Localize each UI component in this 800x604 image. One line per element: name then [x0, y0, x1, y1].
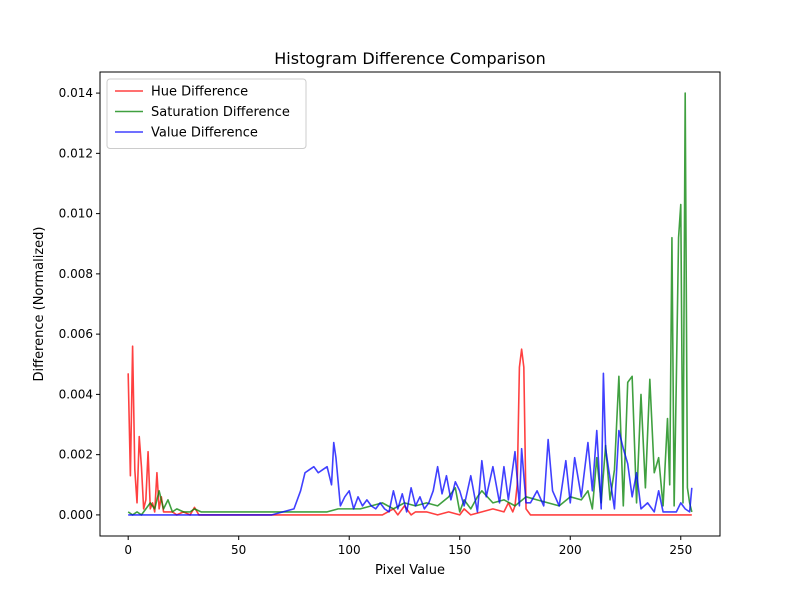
x-tick-label: 250	[669, 543, 692, 557]
y-tick-label: 0.002	[59, 448, 93, 462]
y-tick-label: 0.012	[59, 146, 93, 160]
y-tick-label: 0.014	[59, 86, 93, 100]
series-line-2	[127, 92, 693, 516]
y-tick-label: 0.008	[59, 267, 93, 281]
x-tick-label: 200	[559, 543, 582, 557]
y-tick-label: 0.000	[59, 508, 93, 522]
legend: Hue Difference Saturation Difference Value…	[106, 78, 307, 149]
chart-title: Histogram Difference Comparison	[274, 49, 545, 68]
axes-frame	[99, 71, 721, 537]
legend-label-1: Hue Difference	[151, 85, 248, 100]
x-tick-label: 100	[338, 543, 361, 557]
series-line-3	[128, 372, 693, 516]
legend-label-3: Value Difference	[151, 126, 258, 141]
x-tick-label: 150	[448, 543, 471, 557]
legend-box	[106, 78, 307, 149]
y-axis-label: Difference (Normalized)	[32, 226, 47, 381]
series-line-1	[127, 345, 692, 516]
y-tick-label: 0.006	[59, 327, 93, 341]
legend-label-2: Saturation Difference	[151, 105, 290, 120]
x-tick-label: 50	[231, 543, 246, 557]
plot-area: 0 50 100 150 200 250 0.000 0.002 0.004 0.006 0.008…	[59, 71, 721, 557]
y-tick-label: 0.010	[59, 207, 93, 221]
x-tick-label: 0	[124, 543, 132, 557]
y-tick-label: 0.004	[59, 387, 93, 401]
x-axis-label: Pixel Value	[375, 563, 445, 578]
